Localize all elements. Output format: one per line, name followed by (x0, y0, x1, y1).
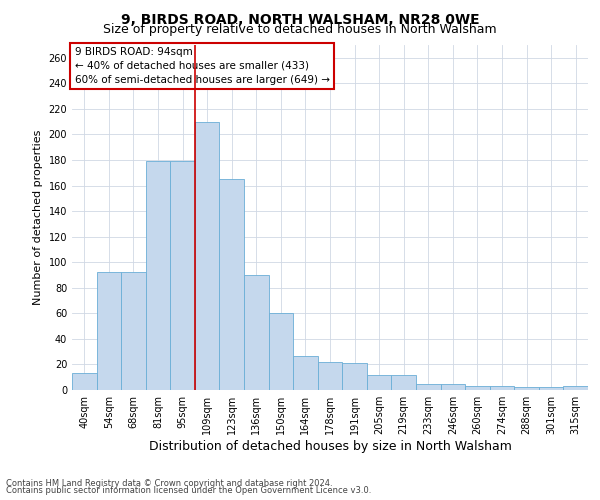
Bar (195, 122, 220, 390)
Bar (220, 179, 244, 390)
Bar (97, 272, 121, 390)
Bar (269, 314, 293, 390)
Bar (416, 384, 440, 390)
Text: Contains public sector information licensed under the Open Government Licence v3: Contains public sector information licen… (6, 486, 371, 495)
Text: 9, BIRDS ROAD, NORTH WALSHAM, NR28 0WE: 9, BIRDS ROAD, NORTH WALSHAM, NR28 0WE (121, 12, 479, 26)
Text: Size of property relative to detached houses in North Walsham: Size of property relative to detached ho… (103, 24, 497, 36)
Bar (72, 374, 97, 390)
Bar (440, 384, 465, 390)
Bar (367, 374, 391, 390)
Bar (170, 162, 195, 390)
Text: 9 BIRDS ROAD: 94sqm
← 40% of detached houses are smaller (433)
60% of semi-detac: 9 BIRDS ROAD: 94sqm ← 40% of detached ho… (74, 46, 329, 84)
Text: Contains HM Land Registry data © Crown copyright and database right 2024.: Contains HM Land Registry data © Crown c… (6, 478, 332, 488)
Bar (465, 386, 490, 390)
X-axis label: Distribution of detached houses by size in North Walsham: Distribution of detached houses by size … (149, 440, 511, 453)
Bar (293, 356, 318, 390)
Bar (244, 275, 269, 390)
Bar (539, 388, 563, 390)
Bar (121, 272, 146, 390)
Y-axis label: Number of detached properties: Number of detached properties (33, 130, 43, 305)
Bar (490, 386, 514, 390)
Bar (318, 362, 342, 390)
Bar (146, 162, 170, 390)
Bar (563, 386, 588, 390)
Bar (514, 388, 539, 390)
Bar (342, 363, 367, 390)
Bar (391, 374, 416, 390)
